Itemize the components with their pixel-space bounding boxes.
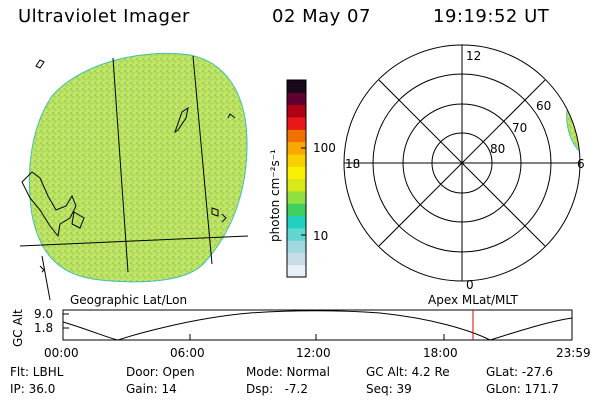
meridian-line <box>112 57 129 273</box>
y-tick-label: 1.8 <box>34 321 53 335</box>
orbit-plot-frame <box>62 309 573 341</box>
colorbar-unit-label: photon cm⁻²s⁻¹ <box>268 149 282 242</box>
colorbar-segment <box>287 227 306 241</box>
polar-panel-label: Apex MLat/MLT <box>428 293 518 307</box>
meridian-line <box>192 55 213 265</box>
lat-label: 60 <box>536 99 551 113</box>
polar-plot: 12 18 6 0 60 70 80 <box>343 44 585 292</box>
x-tick-label: 18:00 <box>423 346 458 360</box>
orbit-altitude-curve <box>62 310 573 341</box>
colorbar-segment <box>287 129 306 143</box>
door-readout: Door: Open <box>126 365 195 379</box>
time-label: 19:19:52 UT <box>433 6 550 27</box>
meridian-line <box>41 255 51 301</box>
page-title: Ultraviolet Imager <box>18 6 190 27</box>
coastline <box>35 59 45 69</box>
glon-readout: GLon: 171.7 <box>486 382 559 396</box>
colorbar-segment <box>287 104 306 118</box>
colorbar-segment <box>287 166 306 180</box>
coastline <box>211 207 227 223</box>
footer-info: Flt: LBHL IP: 36.0 Door: Open Gain: 14 M… <box>10 365 559 396</box>
colorbar-segment <box>287 92 306 106</box>
colorbar-segment <box>287 178 306 192</box>
x-tick-label: 12:00 <box>296 346 331 360</box>
colorbar-frame <box>286 79 307 278</box>
gc-alt-readout: GC Alt: 4.2 Re <box>366 365 450 379</box>
mlt-label: 12 <box>466 49 481 63</box>
orbit-plot: GC Alt 9.0 1.8 00:00 06:00 12:00 18:00 2… <box>11 307 591 360</box>
colorbar-segment <box>287 116 306 130</box>
gain-readout: Gain: 14 <box>126 382 177 396</box>
colorbar-tick-label: 10 <box>313 229 328 243</box>
x-tick-label: 23:59 <box>556 346 591 360</box>
x-tick-label: 06:00 <box>170 346 205 360</box>
mlt-label: 0 <box>466 278 474 292</box>
colorbar-segment <box>287 141 306 155</box>
colorbar-segment <box>287 264 306 278</box>
lat-label: 70 <box>512 121 527 135</box>
polar-image-region <box>566 97 580 151</box>
dsp-readout: Dsp: -7.2 <box>246 382 308 396</box>
colorbar-tick-label: 100 <box>313 141 336 155</box>
orbit-ylabel: GC Alt <box>11 309 25 347</box>
auroral-image-disk <box>28 52 248 283</box>
ip-readout: IP: 36.0 <box>10 382 55 396</box>
lat-label: 80 <box>490 142 505 156</box>
colorbar-segment <box>287 190 306 204</box>
meridian-line <box>19 235 249 247</box>
coastline <box>174 106 189 134</box>
mode-readout: Mode: Normal <box>246 365 330 379</box>
colorbar-segment <box>287 240 306 253</box>
filter-readout: Flt: LBHL <box>10 365 64 379</box>
seq-readout: Seq: 39 <box>366 382 412 396</box>
mlt-label: 6 <box>577 157 585 171</box>
coastline <box>227 113 236 119</box>
y-tick-label: 9.0 <box>34 307 53 321</box>
x-tick-label: 00:00 <box>44 346 79 360</box>
geographic-image <box>19 52 249 301</box>
polar-axis <box>378 79 546 247</box>
colorbar-segment <box>287 80 306 93</box>
glat-readout: GLat: -27.6 <box>486 365 553 379</box>
colorbar-segment <box>287 153 306 167</box>
coastline <box>21 171 77 238</box>
date-label: 02 May 07 <box>272 6 371 27</box>
colorbar-segment <box>287 252 306 266</box>
mlt-label: 18 <box>345 157 360 171</box>
colorbar-segment <box>287 203 306 217</box>
coastline <box>71 211 85 229</box>
colorbar-segment <box>287 215 306 229</box>
coastline <box>39 265 45 273</box>
geographic-panel-label: Geographic Lat/Lon <box>70 293 187 307</box>
colorbar <box>286 79 307 278</box>
